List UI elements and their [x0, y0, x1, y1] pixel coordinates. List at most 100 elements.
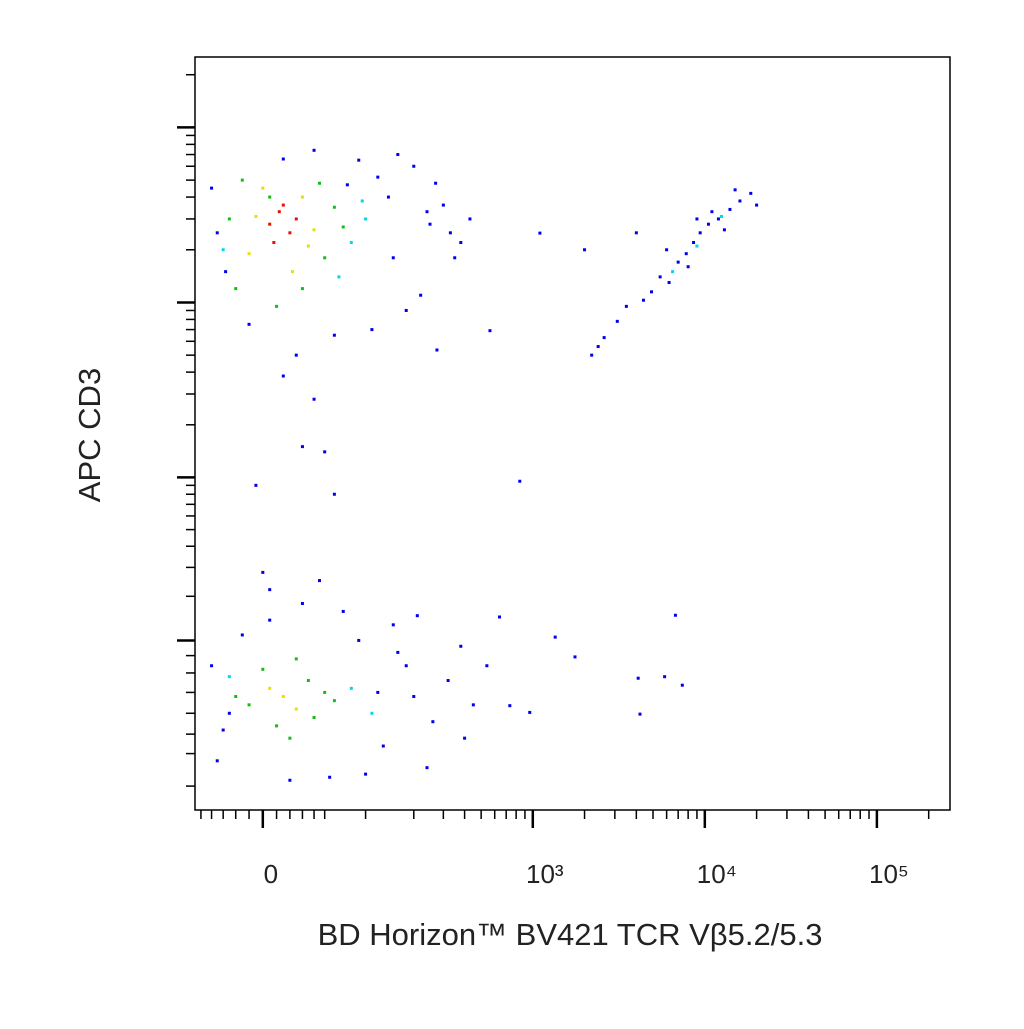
event-dot — [419, 293, 423, 297]
event-dot — [337, 275, 341, 279]
event-dot — [332, 205, 336, 209]
event-dot — [281, 157, 285, 161]
event-dot — [261, 186, 265, 190]
event-dot — [247, 252, 251, 256]
event-dot — [485, 664, 489, 668]
event-dot — [268, 588, 272, 592]
event-dot — [317, 579, 321, 583]
event-dot — [210, 664, 214, 668]
event-dot — [364, 772, 368, 776]
event-dot — [224, 270, 228, 274]
event-dot — [312, 148, 316, 152]
event-dot — [673, 613, 677, 617]
event-dot — [281, 374, 285, 378]
event-dot — [695, 217, 699, 221]
y-axis-title: APC CD3 — [72, 368, 107, 502]
event-dot — [749, 191, 753, 195]
event-dot — [272, 241, 276, 245]
event-dot — [428, 222, 432, 226]
event-dot — [706, 222, 710, 226]
event-dot — [215, 759, 219, 763]
event-dot — [221, 248, 225, 252]
event-dot — [738, 199, 742, 203]
event-dot — [268, 195, 272, 199]
event-dot — [634, 231, 638, 235]
event-dot — [590, 353, 594, 357]
event-dot — [716, 217, 720, 221]
event-dot — [312, 397, 316, 401]
event-dot — [641, 298, 645, 302]
event-dot — [431, 720, 435, 724]
event-dot — [425, 766, 429, 770]
event-dot — [349, 686, 353, 690]
event-dot — [300, 287, 304, 291]
x-tick-label: 10⁵ — [869, 859, 909, 889]
event-dot — [275, 724, 279, 728]
event-dot — [370, 711, 374, 715]
event-dot — [294, 657, 298, 661]
event-dot — [441, 203, 445, 207]
x-axis-title: BD Horizon™ BV421 TCR Vβ5.2/5.3 — [318, 917, 823, 952]
event-dot — [412, 164, 416, 168]
event-dot — [498, 615, 502, 619]
event-dot — [288, 231, 292, 235]
event-dot — [376, 175, 380, 179]
event-dot — [583, 248, 587, 252]
event-dot — [254, 214, 258, 218]
event-dot — [240, 178, 244, 182]
event-dot — [665, 248, 669, 252]
event-dot — [684, 252, 688, 256]
event-dot — [728, 207, 732, 211]
event-dot — [391, 623, 395, 627]
event-dot — [404, 308, 408, 312]
event-dot — [676, 260, 680, 264]
event-dot — [434, 181, 438, 185]
event-dot — [463, 736, 467, 740]
event-dot — [680, 683, 684, 687]
event-dot — [281, 203, 285, 207]
event-dot — [227, 217, 231, 221]
event-dot — [323, 256, 327, 260]
event-dot — [306, 244, 310, 248]
event-dot — [396, 153, 400, 157]
event-dot — [459, 644, 463, 648]
event-dot — [538, 231, 542, 235]
x-tick-label: 0 — [264, 859, 278, 889]
event-dot — [638, 712, 642, 716]
event-dot — [386, 195, 390, 199]
event-dot — [459, 241, 463, 245]
event-dot — [667, 281, 671, 285]
event-dot — [404, 664, 408, 668]
event-dot — [686, 265, 690, 269]
event-dot — [508, 704, 512, 708]
event-dot — [312, 715, 316, 719]
event-dot — [663, 675, 667, 679]
event-dot — [345, 183, 349, 187]
event-dot — [553, 635, 557, 639]
event-dot — [294, 217, 298, 221]
event-dot — [602, 336, 606, 340]
event-dot — [468, 217, 472, 221]
event-dot — [488, 329, 492, 333]
event-dot — [288, 778, 292, 782]
event-dot — [300, 195, 304, 199]
event-dot — [698, 231, 702, 235]
event-dot — [719, 214, 723, 218]
event-dot — [446, 679, 450, 683]
event-dot — [317, 181, 321, 185]
event-dot — [332, 333, 336, 337]
event-dot — [528, 710, 532, 714]
event-dot — [518, 479, 522, 483]
event-dot — [376, 690, 380, 694]
event-dot — [268, 618, 272, 622]
event-dot — [412, 695, 416, 699]
event-dot — [636, 676, 640, 680]
event-dot — [323, 450, 327, 454]
event-dot — [234, 695, 238, 699]
event-dot — [391, 256, 395, 260]
event-dot — [227, 711, 231, 715]
event-dot — [671, 270, 675, 274]
event-dot — [650, 290, 654, 294]
event-dot — [261, 570, 265, 574]
